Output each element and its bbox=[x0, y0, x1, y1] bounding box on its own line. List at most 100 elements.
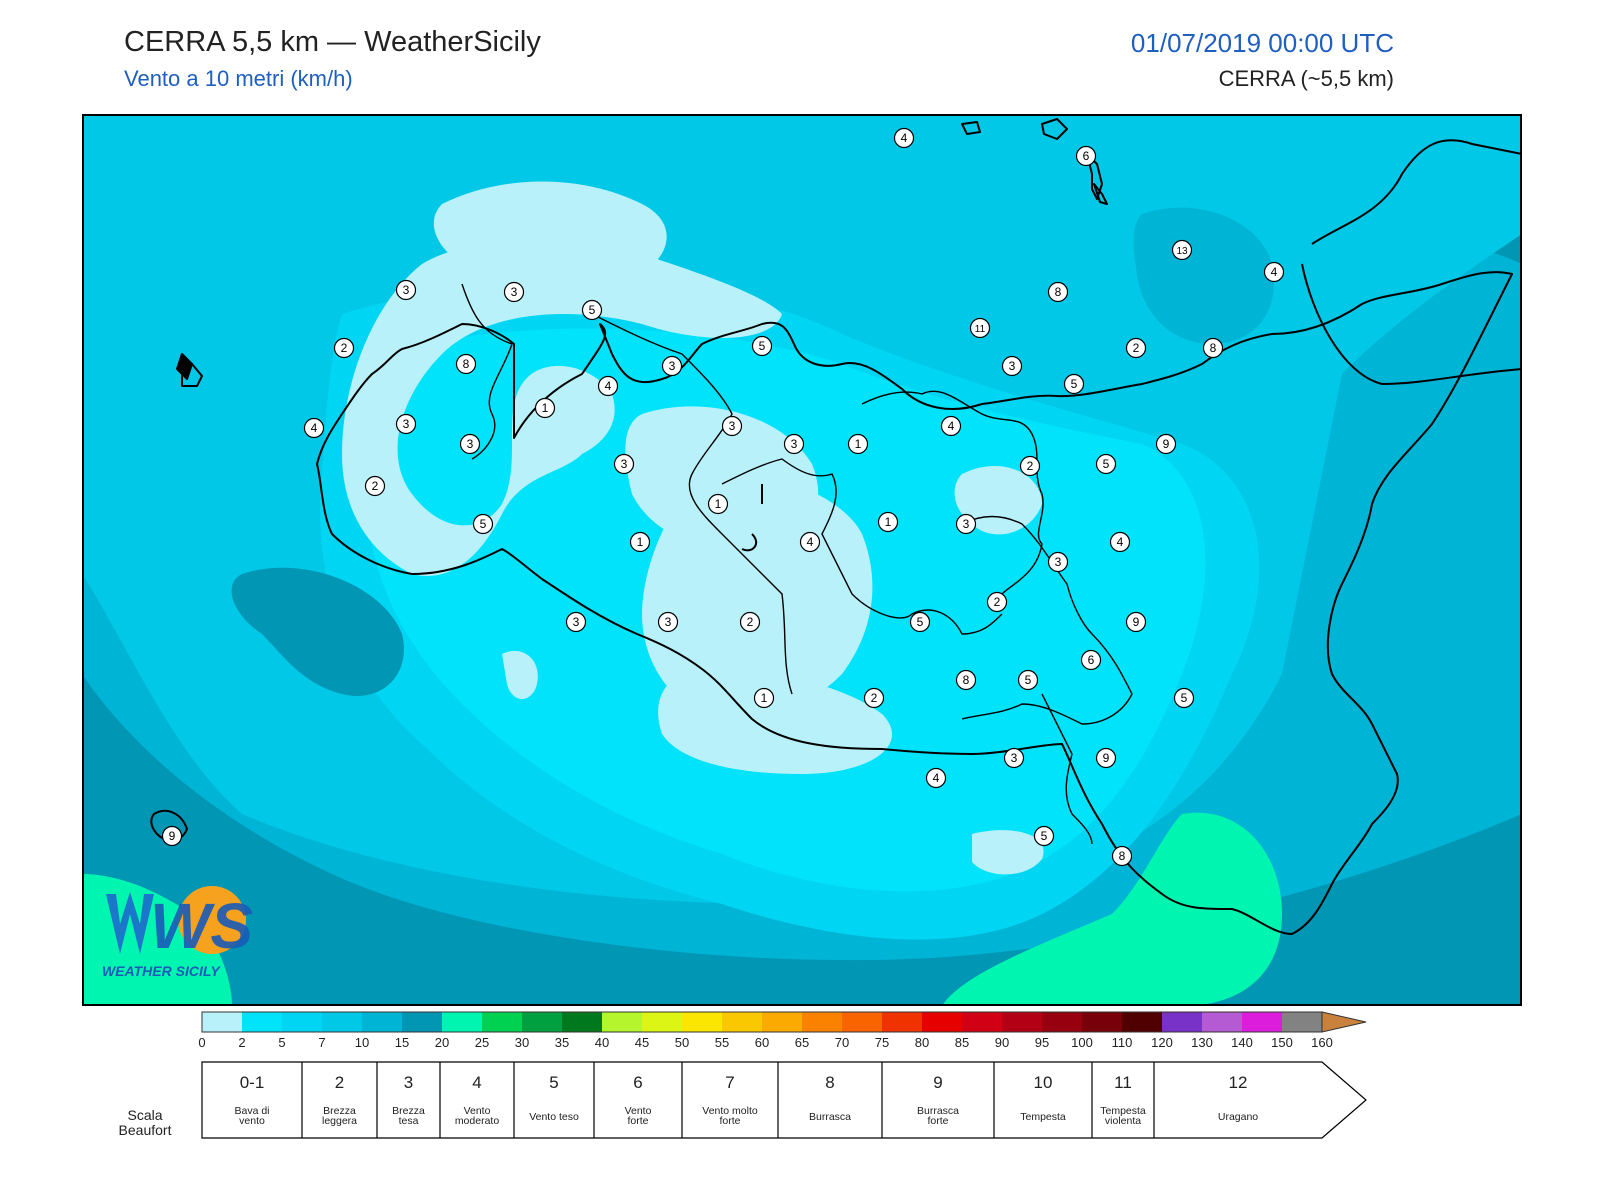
colorbar-tick-label: 0 bbox=[198, 1035, 205, 1050]
station-marker: 1 bbox=[753, 687, 775, 709]
station-value: 4 bbox=[807, 535, 814, 549]
beaufort-description: Vento teso bbox=[529, 1111, 579, 1123]
station-marker: 8 bbox=[1047, 281, 1069, 303]
beaufort-description: Vento bbox=[625, 1105, 652, 1117]
colorbar-swatch bbox=[1162, 1012, 1203, 1032]
beaufort-class: 5 Vento teso bbox=[529, 1073, 579, 1123]
station-marker: 2 bbox=[364, 475, 386, 497]
beaufort-number: 4 bbox=[472, 1073, 481, 1092]
station-value: 2 bbox=[994, 595, 1001, 609]
station-value: 3 bbox=[621, 457, 628, 471]
station-value: 1 bbox=[761, 691, 768, 705]
station-value: 2 bbox=[871, 691, 878, 705]
colorbar-tick-label: 130 bbox=[1191, 1035, 1213, 1050]
station-value: 2 bbox=[1133, 341, 1140, 355]
colorbar-ticks: 0 2 5 7 10 15 20 25 30 35 40 45 50 55 60 65 70 75 80 85 90 95… bbox=[198, 1035, 1332, 1050]
station-marker: 2 bbox=[1019, 455, 1041, 477]
station-value: 4 bbox=[901, 131, 908, 145]
beaufort-number: 0-1 bbox=[240, 1073, 265, 1092]
station-value: 11 bbox=[975, 324, 986, 335]
station-marker: 1 bbox=[847, 433, 869, 455]
colorbar-swatch bbox=[1042, 1012, 1083, 1032]
colorbar-swatch bbox=[402, 1012, 443, 1032]
station-marker: 3 bbox=[721, 415, 743, 437]
beaufort-description: Tempesta bbox=[1020, 1111, 1066, 1123]
station-value: 1 bbox=[542, 401, 549, 415]
beaufort-description: leggera bbox=[322, 1115, 357, 1127]
colorbar-tick-label: 70 bbox=[835, 1035, 849, 1050]
station-marker: 9 bbox=[1125, 611, 1147, 633]
coastline bbox=[150, 118, 1522, 935]
station-marker: 5 bbox=[909, 611, 931, 633]
station-marker: 3 bbox=[955, 513, 977, 535]
station-value: 2 bbox=[341, 341, 348, 355]
station-marker: 6 bbox=[1080, 649, 1102, 671]
station-value: 5 bbox=[589, 303, 596, 317]
station-marker: 4 bbox=[303, 417, 325, 439]
map-title: CERRA 5,5 km — WeatherSicily bbox=[124, 26, 541, 58]
station-value: 3 bbox=[467, 437, 474, 451]
station-marker: 9 bbox=[1155, 433, 1177, 455]
colorbar-tick-label: 160 bbox=[1311, 1035, 1333, 1050]
station-value: 3 bbox=[963, 517, 970, 531]
wind-field bbox=[82, 114, 1522, 1006]
colorbar-arrow bbox=[1321, 1011, 1367, 1033]
colorbar-tick-label: 120 bbox=[1151, 1035, 1173, 1050]
colorbar-swatch bbox=[1002, 1012, 1043, 1032]
colorbar bbox=[201, 1011, 1367, 1033]
beaufort-class: 10 Tempesta bbox=[1020, 1073, 1066, 1123]
station-marker: 4 bbox=[1109, 531, 1131, 553]
station-marker: 6 bbox=[1075, 145, 1097, 167]
station-marker: 5 bbox=[1017, 669, 1039, 691]
beaufort-description: Vento bbox=[464, 1105, 491, 1117]
station-marker: 2 bbox=[986, 591, 1008, 613]
station-value: 6 bbox=[1083, 149, 1090, 163]
station-value: 1 bbox=[885, 515, 892, 529]
map-border bbox=[82, 114, 1522, 1006]
beaufort-number: 11 bbox=[1114, 1073, 1132, 1092]
station-value: 2 bbox=[1027, 459, 1034, 473]
beaufort-number: 7 bbox=[725, 1073, 734, 1092]
colorbar-tick-label: 80 bbox=[915, 1035, 929, 1050]
station-value: 3 bbox=[669, 359, 676, 373]
colorbar-tick-label: 150 bbox=[1271, 1035, 1293, 1050]
station-value: 8 bbox=[1210, 341, 1217, 355]
station-value: 1 bbox=[855, 437, 862, 451]
station-marker: 5 bbox=[581, 299, 603, 321]
station-value: 5 bbox=[1071, 377, 1078, 391]
station-marker: 2 bbox=[863, 687, 885, 709]
station-value: 4 bbox=[948, 419, 955, 433]
colorbar-tick-label: 110 bbox=[1112, 1035, 1133, 1050]
station-value: 3 bbox=[1055, 555, 1062, 569]
station-value: 5 bbox=[917, 615, 924, 629]
colorbar-tick-label: 15 bbox=[395, 1035, 409, 1050]
colorbar-tick-label: 140 bbox=[1231, 1035, 1253, 1050]
station-marker: 8 bbox=[955, 669, 977, 691]
colorbar-tick-label: 85 bbox=[955, 1035, 969, 1050]
station-marker: 4 bbox=[1263, 261, 1285, 283]
station-marker: 13 bbox=[1171, 239, 1193, 261]
station-value: 1 bbox=[637, 535, 644, 549]
station-value: 3 bbox=[573, 615, 580, 629]
beaufort-description: Burrasca bbox=[917, 1105, 959, 1117]
station-marker: 3 bbox=[657, 611, 679, 633]
station-value: 9 bbox=[169, 829, 176, 843]
station-marker: 5 bbox=[1033, 825, 1055, 847]
beaufort-label: Scala Beaufort bbox=[118, 1107, 172, 1138]
station-marker: 8 bbox=[1111, 845, 1133, 867]
station-value: 4 bbox=[1117, 535, 1124, 549]
station-value: 9 bbox=[1163, 437, 1170, 451]
colorbar-swatch bbox=[722, 1012, 763, 1032]
station-marker: 9 bbox=[161, 825, 183, 847]
colorbar-tick-label: 95 bbox=[1035, 1035, 1049, 1050]
station-value: 5 bbox=[480, 517, 487, 531]
colorbar-swatch bbox=[1282, 1012, 1323, 1032]
beaufort-description: moderato bbox=[455, 1115, 500, 1127]
station-value: 6 bbox=[1088, 653, 1095, 667]
